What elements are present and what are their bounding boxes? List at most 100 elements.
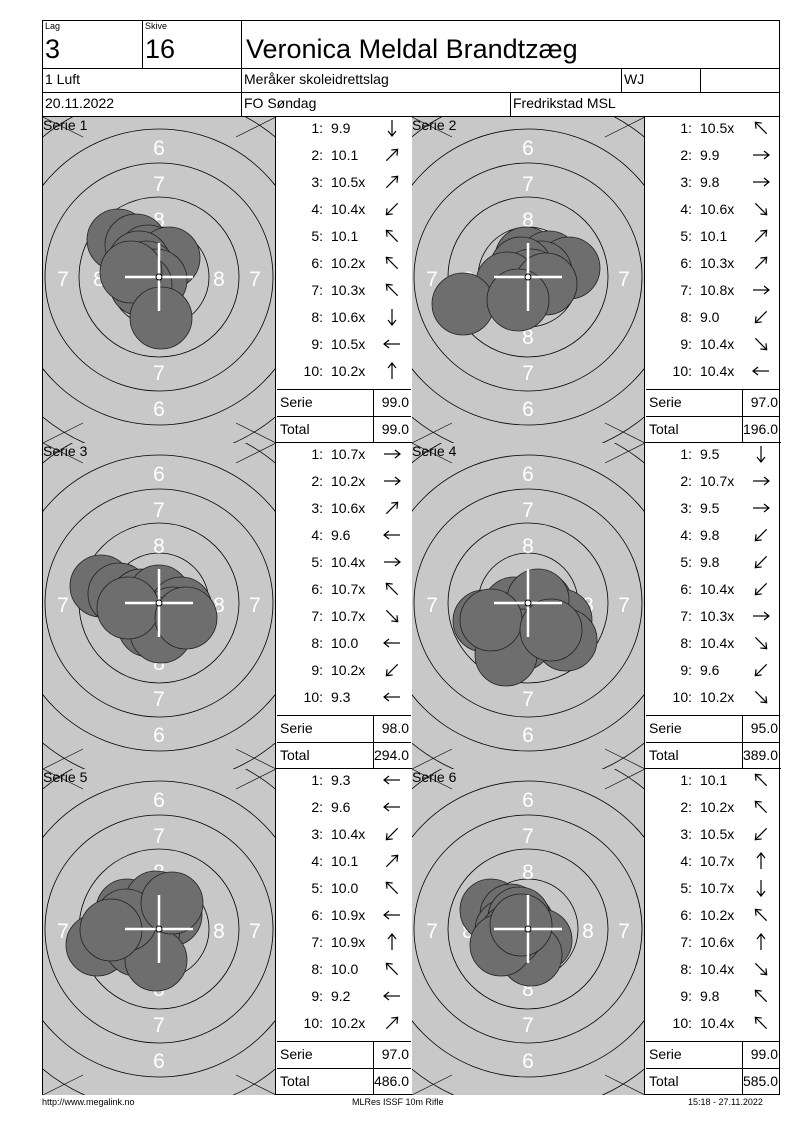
shot-number: 7:	[311, 282, 323, 298]
venue-value: Fredrikstad MSL	[513, 95, 616, 111]
shot-number: 8:	[680, 961, 692, 977]
shot-row: 8: 10.4x	[646, 956, 780, 983]
arrow-left-icon	[383, 775, 400, 785]
shot-number: 10:	[303, 1015, 323, 1031]
shot-score: 10.1	[700, 228, 728, 244]
shot-score: 10.3x	[700, 255, 735, 271]
shot-score: 10.3x	[700, 608, 735, 624]
shot-number: 6:	[680, 255, 692, 271]
shot-score: 10.4x	[700, 961, 735, 977]
shot-score: 9.8	[700, 988, 720, 1004]
arrow-up-left-icon	[385, 229, 399, 243]
shot-score: 10.2x	[331, 473, 366, 489]
shot-row: 7: 10.7x	[277, 603, 411, 630]
target-corner-line	[604, 748, 644, 769]
shot-score: 10.6x	[700, 934, 735, 950]
shot-hole	[486, 268, 550, 332]
shot-hole	[431, 272, 495, 336]
arrow-right-icon	[753, 150, 770, 160]
shot-number: 2:	[311, 147, 323, 163]
serie-sum-row: Serie 97.0	[277, 1041, 411, 1067]
shot-score: 9.8	[700, 554, 720, 570]
arrow-down-icon	[756, 880, 766, 897]
shot-score: 10.7x	[700, 880, 735, 896]
arrow-up-left-icon	[754, 121, 768, 135]
shot-number: 4:	[680, 201, 692, 217]
ring-number: 7	[153, 688, 165, 711]
total-row-value: 99.0	[381, 421, 409, 437]
shot-number: 3:	[311, 174, 323, 190]
target-ring	[44, 488, 274, 718]
shot-score: 10.0	[331, 880, 359, 896]
ring-number: 8	[522, 978, 534, 1001]
shot-number: 3:	[311, 500, 323, 516]
serie-sum-row-label: Serie	[280, 394, 313, 410]
shot-score: 10.0	[331, 961, 359, 977]
ring-number: 7	[153, 825, 165, 848]
shot-number: 3:	[680, 826, 692, 842]
ring-number: 7	[249, 920, 261, 943]
serie-sum-row: Serie 98.0	[277, 715, 411, 741]
shot-row: 10: 9.3	[277, 684, 411, 711]
total-row-label: Total	[280, 421, 310, 437]
target-ring	[412, 780, 644, 1078]
shot-number: 2:	[680, 147, 692, 163]
center-dot	[155, 273, 163, 281]
shot-row: 5: 10.0	[277, 875, 411, 902]
shots-table: 1: 10.5x 2: 9.9 3: 9.8 4: 10.6x 5: 10.1 6: 10.3x 7: 1…	[646, 117, 781, 443]
serie-sum-row-label: Serie	[649, 720, 682, 736]
empty-cell	[701, 69, 780, 93]
arrow-up-left-icon	[754, 908, 768, 922]
serie-sum-row: Serie 99.0	[277, 389, 411, 415]
date-value: 20.11.2022	[45, 95, 115, 111]
target-corner-line	[43, 422, 84, 443]
target-ring	[44, 814, 274, 1044]
shot-hole	[99, 240, 163, 304]
shot-row: 8: 10.0	[277, 956, 411, 983]
total-row-label: Total	[649, 1073, 679, 1089]
target-panel: 6 6 7 7 8 8 7 7 8 8 Serie 6	[412, 769, 645, 1095]
target-corner-line	[604, 422, 644, 443]
shot-score: 10.4x	[700, 581, 735, 597]
target-corner-line	[43, 748, 84, 769]
shot-row: 8: 10.6x	[277, 304, 411, 331]
ring-number: 8	[462, 920, 474, 943]
ring-number: 7	[618, 268, 630, 291]
ring-number: 6	[153, 463, 165, 486]
shot-number: 6:	[311, 255, 323, 271]
shot-row: 7: 10.8x	[646, 277, 780, 304]
shot-number: 2:	[680, 473, 692, 489]
ring-number: 8	[213, 920, 225, 943]
shot-score: 10.2x	[331, 363, 366, 379]
arrow-left-icon	[383, 339, 400, 349]
ring-number: 7	[522, 499, 534, 522]
arrow-up-left-icon	[754, 773, 768, 787]
ring-number: 8	[93, 268, 105, 291]
series-label: Serie 4	[412, 443, 457, 459]
arrow-left-icon	[383, 802, 400, 812]
total-row-label: Total	[280, 747, 310, 763]
target-corner-line	[412, 422, 453, 443]
target-ring	[413, 814, 643, 1044]
arrow-down-left-icon	[754, 555, 768, 569]
arrow-right-icon	[753, 476, 770, 486]
target-corner-line	[235, 422, 275, 443]
ring-number: 7	[249, 268, 261, 291]
target-ring	[78, 196, 240, 358]
total-row-value: 294.0	[373, 747, 409, 763]
footer-software: MLRes ISSF 10m Rifle	[352, 1097, 444, 1107]
serie-sum-row-label: Serie	[280, 720, 313, 736]
total-row-value: 585.0	[742, 1073, 778, 1089]
target-ring	[43, 454, 275, 752]
arrow-up-icon	[387, 362, 397, 379]
shot-row: 9: 9.8	[646, 983, 780, 1010]
shot-hole	[459, 588, 523, 652]
footer-url[interactable]: http://www.megalink.no	[42, 1097, 135, 1107]
ring-number: 7	[426, 594, 438, 617]
ring-number: 8	[153, 535, 165, 558]
series-label: Serie 2	[412, 117, 457, 133]
ring-number: 8	[213, 594, 225, 617]
shot-row: 1: 9.9	[277, 115, 411, 142]
shot-number: 1:	[680, 120, 692, 136]
